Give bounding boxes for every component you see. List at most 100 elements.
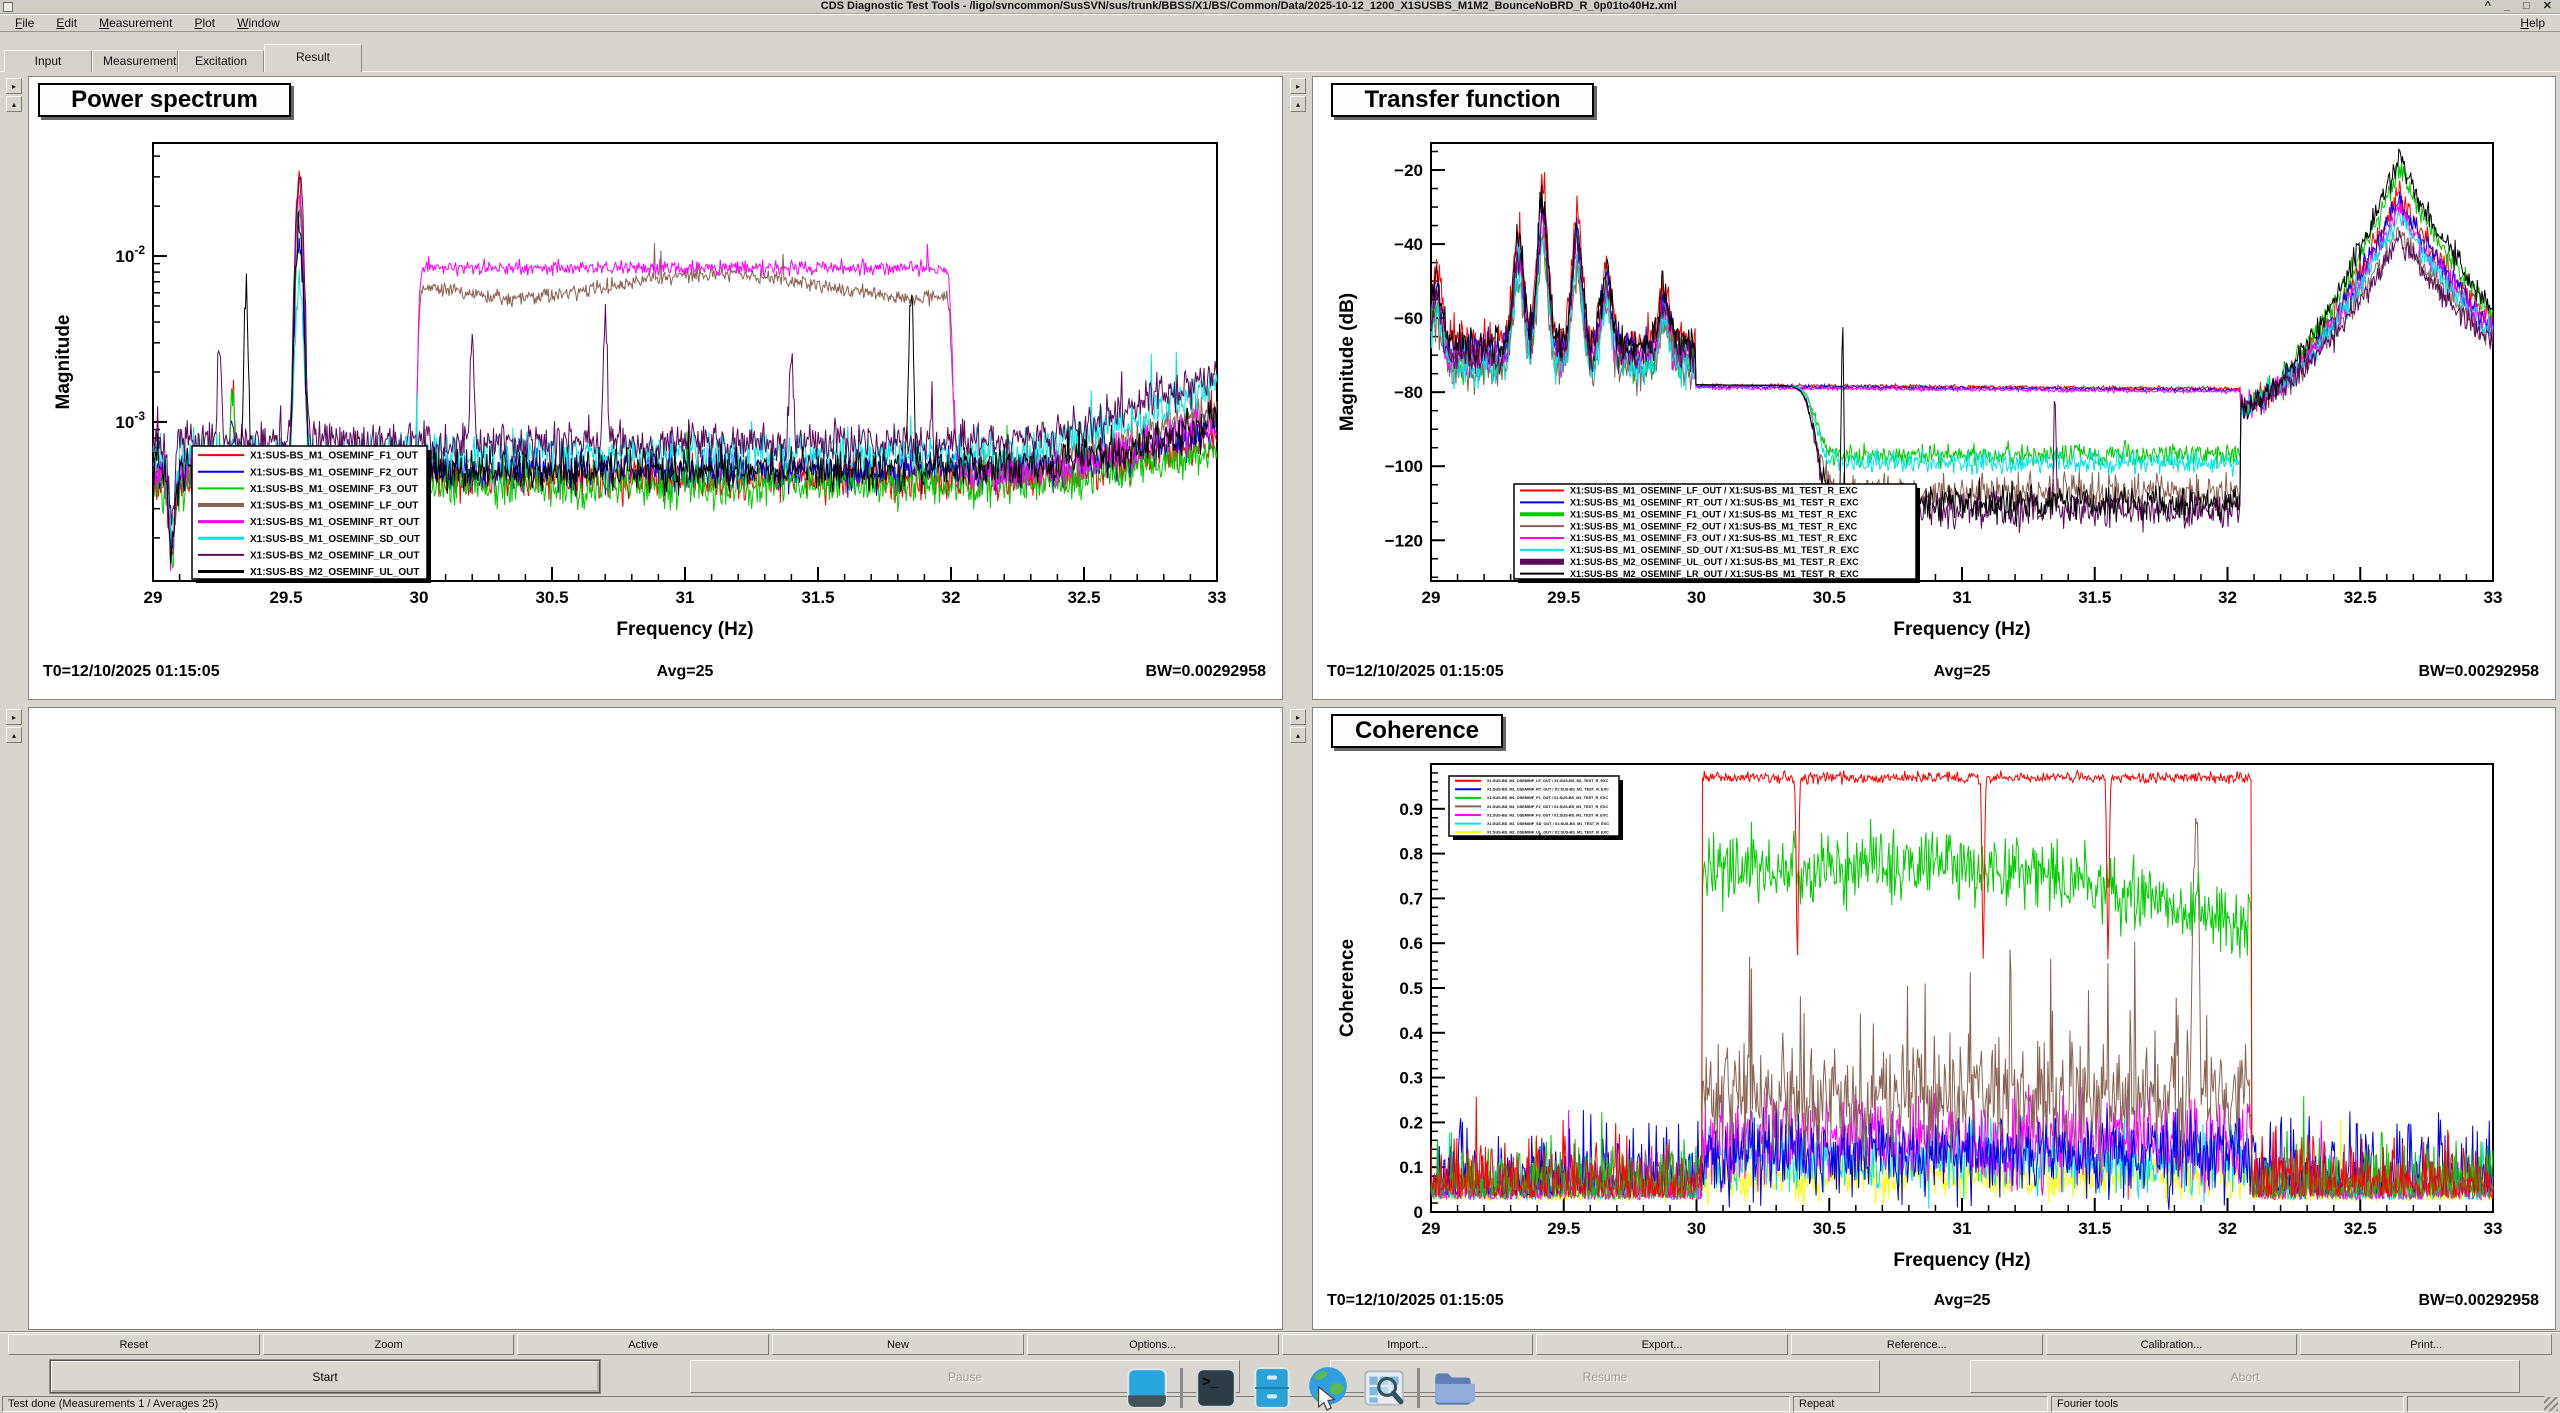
- svg-text:X1:SUS-BS_M1_OSEMINF_SD_OUT /: X1:SUS-BS_M1_OSEMINF_SD_OUT / X1:SUS-BS_…: [1487, 822, 1609, 826]
- tab-measurement[interactable]: Measurement: [92, 50, 178, 72]
- export-button[interactable]: Export...: [1536, 1334, 1788, 1355]
- svg-text:X1:SUS-BS_M2_OSEMINF_LR_OUT /: X1:SUS-BS_M2_OSEMINF_LR_OUT / X1:SUS-BS_…: [1570, 569, 1859, 579]
- svg-text:30: 30: [410, 588, 429, 607]
- svg-text:X1:SUS-BS_M1_OSEMINF_F2_OUT /: X1:SUS-BS_M1_OSEMINF_F2_OUT / X1:SUS-BS_…: [1570, 521, 1858, 531]
- shade-button[interactable]: ^: [2485, 0, 2491, 13]
- svg-text:X1:SUS-BS_M1_OSEMINF_SD_OUT: X1:SUS-BS_M1_OSEMINF_SD_OUT: [250, 534, 420, 545]
- svg-text:30: 30: [1687, 1219, 1706, 1238]
- fourier-tools-selector[interactable]: Fourier tools: [2051, 1396, 2404, 1412]
- file-manager-folder-icon[interactable]: [1430, 1365, 1476, 1411]
- zoom-button[interactable]: Zoom: [263, 1334, 515, 1355]
- toolbar-separator: [0, 1331, 2560, 1333]
- new-button[interactable]: New: [772, 1334, 1024, 1355]
- svg-text:X1:SUS-BS_M2_OSEMINF_LR_OUT: X1:SUS-BS_M2_OSEMINF_LR_OUT: [250, 550, 419, 561]
- power-spectrum-title: Power spectrum: [38, 83, 291, 117]
- svg-text:0.7: 0.7: [1399, 889, 1423, 908]
- minimize-button[interactable]: _: [2504, 0, 2510, 13]
- terminal-icon[interactable]: >_: [1193, 1365, 1239, 1411]
- trace-2: [1431, 162, 2493, 469]
- scroll-up-icon: ▴: [12, 731, 16, 740]
- scroll-up-button[interactable]: ▴: [1290, 96, 1306, 112]
- print-button[interactable]: Print...: [2300, 1334, 2552, 1355]
- tab-input[interactable]: Input: [4, 50, 92, 72]
- scroll-right-button[interactable]: ▸: [1290, 709, 1306, 725]
- svg-text:X1:SUS-BS_M1_OSEMINF_F1_OUT /: X1:SUS-BS_M1_OSEMINF_F1_OUT / X1:SUS-BS_…: [1570, 509, 1858, 519]
- scroll-up-icon: ▴: [1296, 100, 1300, 109]
- screen-magnifier-icon[interactable]: [1361, 1365, 1407, 1411]
- menu-edit[interactable]: Edit: [45, 15, 88, 31]
- coherence-pane: 2929.53030.53131.53232.53300.10.20.30.40…: [1312, 707, 2556, 1330]
- tab-page-frame: [0, 71, 2560, 72]
- svg-text:32: 32: [942, 588, 961, 607]
- t0-label: T0=12/10/2025 01:15:05: [1327, 1292, 1504, 1310]
- empty-plot-pane: [28, 707, 1283, 1330]
- import-button[interactable]: Import...: [1282, 1334, 1534, 1355]
- x-axis-label: Frequency (Hz): [616, 619, 753, 640]
- svg-text:0.2: 0.2: [1399, 1113, 1423, 1132]
- power-spectrum-plot[interactable]: 2929.53030.53131.53232.53310-210-3Freque…: [29, 77, 1284, 701]
- transfer-function-title: Transfer function: [1331, 83, 1594, 117]
- menu-window[interactable]: Window: [226, 15, 291, 31]
- bw-label: BW=0.00292958: [2418, 1292, 2539, 1310]
- scroll-right-button[interactable]: ▸: [1290, 78, 1306, 94]
- scroll-right-button[interactable]: ▸: [6, 78, 22, 94]
- transfer_function-legend: X1:SUS-BS_M1_OSEMINF_LF_OUT / X1:SUS-BS_…: [1514, 484, 1920, 583]
- tab-result[interactable]: Result: [264, 44, 362, 72]
- status-spare-cell: [2407, 1396, 2545, 1412]
- svg-text:33: 33: [2484, 588, 2503, 607]
- reset-button[interactable]: Reset: [8, 1334, 260, 1355]
- svg-text:X1:SUS-BS_M1_OSEMINF_F3_OUT /: X1:SUS-BS_M1_OSEMINF_F3_OUT / X1:SUS-BS_…: [1487, 813, 1608, 817]
- menu-help[interactable]: Help: [2509, 15, 2556, 31]
- avg-label: Avg=25: [1882, 663, 2042, 681]
- plot-cursor-cross: +: [1536, 828, 1544, 844]
- options-button[interactable]: Options...: [1027, 1334, 1279, 1355]
- svg-text:X1:SUS-BS_M1_OSEMINF_F2_OUT: X1:SUS-BS_M1_OSEMINF_F2_OUT: [250, 467, 418, 478]
- svg-text:0.6: 0.6: [1399, 934, 1423, 953]
- svg-text:31: 31: [676, 588, 695, 607]
- calibration-button[interactable]: Calibration...: [2046, 1334, 2298, 1355]
- web-globe-icon[interactable]: [1305, 1365, 1351, 1411]
- svg-text:X1:SUS-BS_M2_OSEMINF_UL_OUT /: X1:SUS-BS_M2_OSEMINF_UL_OUT / X1:SUS-BS_…: [1487, 830, 1609, 834]
- menu-measurement[interactable]: Measurement: [88, 15, 183, 31]
- status-message: Test done (Measurements 1 / Averages 25): [2, 1396, 1790, 1412]
- tab-excitation[interactable]: Excitation: [178, 50, 264, 72]
- y-axis-label: Magnitude: [53, 315, 74, 410]
- coherence-plot[interactable]: 2929.53030.53131.53232.53300.10.20.30.40…: [1313, 708, 2557, 1331]
- svg-text:X1:SUS-BS_M1_OSEMINF_LF_OUT /: X1:SUS-BS_M1_OSEMINF_LF_OUT / X1:SUS-BS_…: [1487, 779, 1609, 783]
- scroll-up-button[interactable]: ▴: [1290, 727, 1306, 743]
- y-axis-label: Coherence: [1337, 939, 1358, 1037]
- svg-text:30.5: 30.5: [1813, 1219, 1846, 1238]
- empty-pane-buttons: ▸ ▴: [6, 709, 23, 743]
- scroll-up-icon: ▴: [12, 100, 16, 109]
- scroll-right-icon: ▸: [1296, 82, 1300, 91]
- scroll-right-icon: ▸: [1296, 713, 1300, 722]
- repeat-toggle[interactable]: Repeat: [1793, 1396, 2048, 1412]
- titlebar[interactable]: CDS Diagnostic Test Tools - /ligo/svncom…: [0, 0, 2560, 14]
- menu-file[interactable]: File: [4, 15, 45, 31]
- svg-text:30: 30: [1687, 588, 1706, 607]
- scroll-right-icon: ▸: [12, 713, 16, 722]
- transfer-function-plot[interactable]: 2929.53030.53131.53232.533−20−40−60−80−1…: [1313, 77, 2557, 701]
- reference-button[interactable]: Reference...: [1791, 1334, 2043, 1355]
- avg-label: Avg=25: [1882, 1292, 2042, 1310]
- window-menu-icon[interactable]: [3, 2, 13, 12]
- abort-button[interactable]: Abort: [1970, 1360, 2520, 1393]
- svg-text:−100: −100: [1385, 457, 1423, 476]
- svg-text:X1:SUS-BS_M1_OSEMINF_F1_OUT: X1:SUS-BS_M1_OSEMINF_F1_OUT: [250, 451, 418, 462]
- close-button[interactable]: ✕: [2543, 0, 2552, 13]
- svg-text:X1:SUS-BS_M1_OSEMINF_F2_OUT /: X1:SUS-BS_M1_OSEMINF_F2_OUT / X1:SUS-BS_…: [1487, 805, 1608, 809]
- svg-text:10-2: 10-2: [115, 243, 145, 266]
- scroll-right-button[interactable]: ▸: [6, 709, 22, 725]
- svg-text:X1:SUS-BS_M1_OSEMINF_RT_OUT /: X1:SUS-BS_M1_OSEMINF_RT_OUT / X1:SUS-BS_…: [1487, 788, 1609, 792]
- file-cabinet-icon[interactable]: [1249, 1365, 1295, 1411]
- desktop-monitor-icon[interactable]: [1124, 1365, 1170, 1411]
- scroll-up-button[interactable]: ▴: [6, 727, 22, 743]
- menu-plot[interactable]: Plot: [183, 15, 226, 31]
- maximize-button[interactable]: □: [2523, 0, 2530, 13]
- svg-text:X1:SUS-BS_M1_OSEMINF_LF_OUT /: X1:SUS-BS_M1_OSEMINF_LF_OUT / X1:SUS-BS_…: [1570, 486, 1858, 496]
- scroll-up-button[interactable]: ▴: [6, 96, 22, 112]
- active-button[interactable]: Active: [517, 1334, 769, 1355]
- start-button[interactable]: Start: [50, 1360, 600, 1393]
- resize-grip[interactable]: [2544, 1397, 2558, 1411]
- t0-label: T0=12/10/2025 01:15:05: [43, 663, 220, 681]
